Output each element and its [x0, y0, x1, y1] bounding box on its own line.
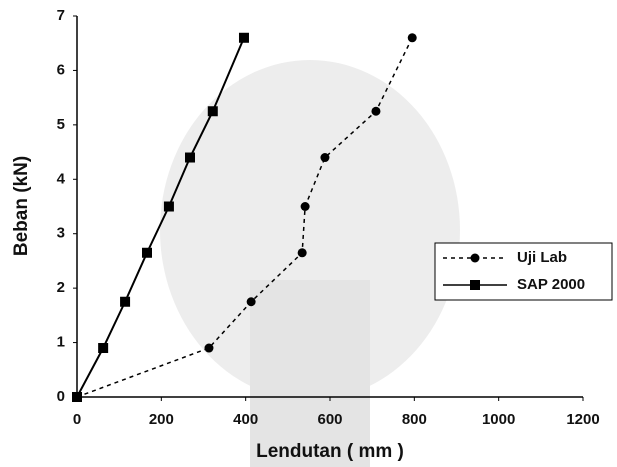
data-point	[204, 343, 214, 353]
y-tick-label: 2	[57, 279, 65, 296]
data-point	[407, 33, 417, 43]
data-point	[98, 343, 109, 354]
series-line	[76, 37, 413, 398]
legend-box	[434, 242, 613, 301]
x-tick-label: 1000	[482, 411, 515, 428]
x-tick-label: 0	[73, 411, 81, 428]
x-tick-label: 200	[149, 411, 174, 428]
y-tick-label: 3	[57, 225, 65, 242]
data-point	[320, 153, 330, 163]
y-tick-label: 5	[57, 116, 65, 133]
data-point	[72, 392, 82, 402]
x-tick-label: 400	[233, 411, 258, 428]
data-point	[207, 106, 218, 117]
y-tick-label: 6	[57, 61, 65, 78]
y-tick-label: 4	[57, 170, 66, 187]
legend-marker	[470, 253, 480, 263]
data-point	[246, 297, 256, 307]
data-point	[163, 201, 174, 212]
y-tick-label: 1	[57, 334, 65, 351]
data-point	[300, 202, 310, 211]
y-axis-title: Beban (kN)	[11, 156, 32, 256]
data-point	[371, 106, 381, 116]
data-point	[141, 247, 152, 258]
watermark	[160, 60, 460, 467]
x-tick-label: 1200	[566, 411, 599, 428]
y-tick-label: 7	[57, 7, 65, 24]
legend-marker	[470, 280, 480, 290]
data-point	[120, 296, 131, 307]
data-point	[297, 248, 307, 258]
data-point	[238, 32, 249, 43]
legend-label: SAP 2000	[517, 276, 585, 293]
legend-label: Uji Lab	[517, 249, 567, 266]
data-point	[185, 152, 196, 163]
series-line	[76, 37, 245, 398]
x-tick-label: 800	[402, 411, 427, 428]
x-tick-label: 600	[317, 411, 342, 428]
x-axis-title: Lendutan ( mm )	[256, 441, 404, 462]
y-tick-label: 0	[57, 388, 65, 405]
